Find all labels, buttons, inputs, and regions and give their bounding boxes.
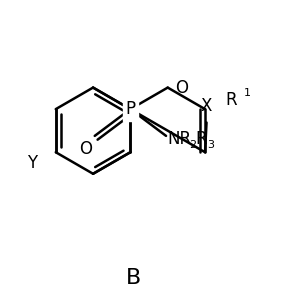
Text: 2: 2 [189,140,196,150]
Text: B: B [126,268,141,288]
Text: O: O [175,79,188,97]
Text: Y: Y [27,154,37,172]
Text: R: R [195,130,207,148]
Text: O: O [79,140,92,158]
Text: 1: 1 [244,88,251,98]
Text: NR: NR [168,130,192,148]
Text: X: X [201,97,212,115]
Text: 3: 3 [208,140,215,150]
Text: P: P [125,100,136,118]
Text: R: R [226,91,237,109]
